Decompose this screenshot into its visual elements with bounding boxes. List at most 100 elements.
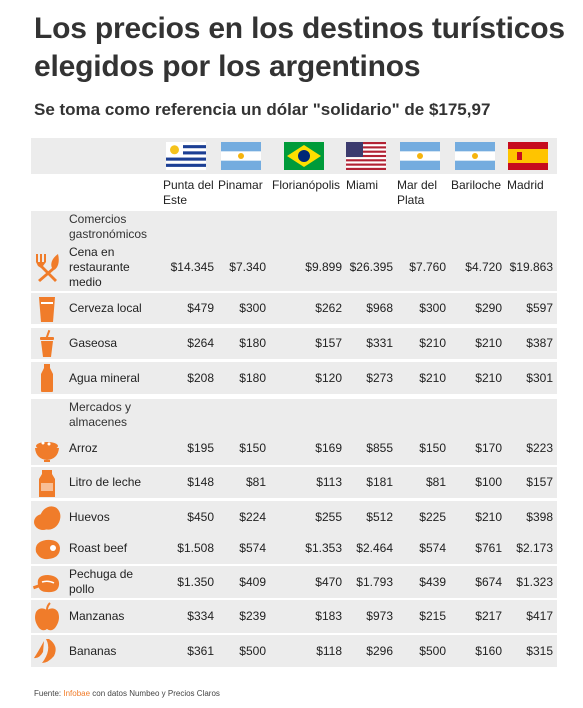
flag-brasil-icon	[284, 142, 324, 170]
table-cell: $417	[526, 609, 553, 623]
source-brand: Infobae	[63, 689, 91, 698]
table-cell: $855	[366, 440, 393, 455]
table-cell: $334	[187, 609, 214, 623]
flag-argentina-icon	[400, 142, 440, 170]
table-cell: $81	[425, 475, 446, 489]
chicken-icon	[32, 567, 62, 597]
table-cell: $208	[187, 370, 214, 385]
table-cell: $120	[315, 370, 342, 385]
table-cell: $150	[239, 440, 266, 455]
steak-icon	[32, 534, 62, 564]
column-header: Bariloche	[451, 178, 502, 192]
table-cell: $300	[419, 301, 446, 315]
row-label: Agua mineral	[69, 370, 140, 385]
table-cell: $1.353	[305, 541, 342, 555]
table-cell: $113	[316, 475, 342, 489]
banana-icon	[32, 636, 62, 666]
category-band	[31, 399, 557, 431]
table-cell: $1.508	[177, 541, 214, 555]
table-cell: $210	[419, 336, 446, 350]
column-header: Florianópolis	[272, 178, 341, 192]
table-cell: $180	[239, 370, 266, 385]
table-row	[31, 362, 557, 394]
row-label: Gaseosa	[69, 336, 118, 350]
row-label: Manzanas	[69, 609, 125, 623]
table-cell: $500	[239, 643, 266, 658]
water-bottle-icon	[32, 363, 62, 393]
source-prefix: Fuente:	[34, 689, 64, 698]
table-row	[31, 243, 557, 291]
rice-bowl-icon	[32, 433, 62, 463]
table-row	[31, 467, 557, 498]
table-cell: $157	[315, 336, 342, 350]
table-cell: $14.345	[170, 259, 214, 274]
column-header: Miami	[346, 178, 378, 192]
row-label: Arroz	[69, 440, 98, 455]
table-cell: $450	[187, 509, 214, 524]
flag-espana-icon	[508, 142, 548, 170]
table-cell: $150	[419, 440, 446, 455]
table-cell: $512	[366, 509, 393, 524]
table-cell: $4.720	[465, 259, 502, 274]
flag-argentina-icon	[455, 142, 495, 170]
table-cell: $470	[315, 574, 342, 589]
table-cell: $9.899	[305, 259, 342, 274]
table-cell: $264	[187, 336, 214, 350]
category-label: Comercios gastronómicos	[69, 212, 148, 241]
table-cell: $1.323	[516, 574, 553, 589]
utensils-icon	[32, 252, 62, 282]
table-cell: $148	[187, 475, 214, 489]
table-cell: $180	[239, 336, 266, 350]
table-row	[31, 600, 557, 633]
table-cell: $273	[366, 370, 393, 385]
table-cell: $19.863	[509, 259, 553, 274]
table-cell: $262	[315, 301, 342, 315]
milk-carton-icon	[32, 468, 62, 498]
beer-icon	[32, 294, 62, 324]
source-suffix: con datos Numbeo y Precios Claros	[90, 689, 220, 698]
table-cell: $674	[475, 574, 502, 589]
chart-subtitle: Se toma como referencia un dólar "solida…	[34, 100, 491, 119]
apple-icon	[32, 601, 62, 632]
row-label: Cerveza local	[69, 301, 142, 315]
column-header: Mar del Plata	[397, 178, 438, 207]
table-cell: $100	[475, 475, 502, 489]
row-label: Litro de leche	[69, 475, 142, 489]
table-cell: $315	[526, 643, 553, 658]
table-cell: $296	[366, 643, 393, 658]
table-cell: $224	[239, 509, 266, 524]
table-cell: $409	[239, 574, 266, 589]
table-cell: $2.173	[516, 541, 553, 555]
table-cell: $2.464	[356, 541, 393, 555]
table-cell: $169	[315, 440, 342, 455]
row-label: Roast beef	[69, 541, 128, 555]
table-cell: $215	[419, 609, 446, 623]
table-cell: $597	[526, 301, 553, 315]
table-cell: $223	[526, 440, 553, 455]
category-label: Mercados y almacenes	[69, 400, 132, 429]
table-row	[31, 293, 557, 324]
column-header: Punta del Este	[163, 178, 214, 207]
table-cell: $361	[187, 643, 214, 658]
table-cell: $398	[526, 509, 553, 524]
table-cell: $26.395	[349, 259, 393, 274]
table-row	[31, 533, 557, 564]
table-cell: $160	[475, 643, 502, 658]
flag-argentina-icon	[221, 142, 261, 170]
table-cell: $217	[475, 609, 502, 623]
table-cell: $1.793	[356, 574, 393, 589]
table-cell: $574	[419, 541, 446, 555]
row-label: Pechuga de pollo	[69, 567, 134, 596]
table-cell: $973	[366, 609, 393, 623]
chart-title: Los precios en los destinos turísticos e…	[34, 12, 565, 83]
table-cell: $479	[187, 301, 214, 315]
table-cell: $225	[419, 509, 446, 524]
table-row	[31, 501, 557, 533]
table-cell: $439	[419, 574, 446, 589]
table-cell: $387	[526, 336, 553, 350]
table-row	[31, 328, 557, 359]
table-cell: $255	[315, 509, 342, 524]
flag-usa-icon	[346, 142, 386, 170]
table-cell: $157	[526, 475, 553, 489]
table-cell: $170	[475, 440, 502, 455]
